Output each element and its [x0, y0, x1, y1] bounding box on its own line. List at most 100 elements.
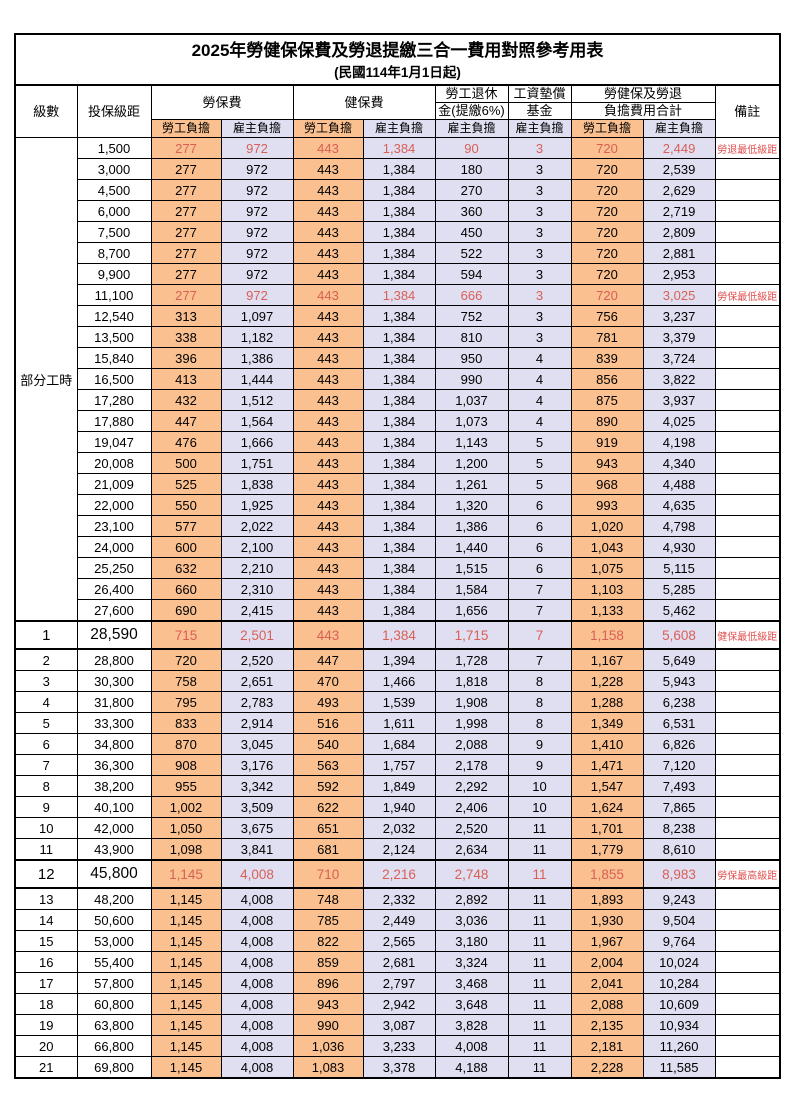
value-cell: 6 — [507, 494, 572, 517]
value-cell: 443 — [292, 263, 364, 286]
value-cell: 1,386 — [434, 515, 509, 538]
value-cell: 690 — [150, 599, 222, 622]
table-row: 2 28,800 720 2,520 447 1,394 1,728 7 1,167 5,649 — [15, 648, 780, 672]
value-cell: 277 — [150, 221, 222, 244]
value-cell: 7,865 — [642, 796, 716, 819]
value-cell: 6 — [507, 515, 572, 538]
value-cell: 8 — [507, 670, 572, 693]
col-header-pension-line2: 金(提繳6%) — [434, 102, 509, 121]
value-cell: 563 — [292, 754, 364, 777]
value-cell: 1,384 — [362, 620, 436, 651]
remark-cell — [714, 326, 780, 349]
value-cell: 720 — [570, 200, 644, 223]
value-cell: 3 — [507, 221, 572, 244]
value-cell: 1,547 — [570, 775, 644, 798]
value-cell: 758 — [150, 670, 222, 693]
remark-cell — [714, 838, 780, 861]
value-cell: 822 — [292, 930, 364, 953]
table-row: 4 31,800 795 2,783 493 1,539 1,908 8 1,288 6,238 — [15, 691, 780, 714]
value-cell: 2,135 — [570, 1014, 644, 1037]
subheader-labor-employer: 雇主負擔 — [220, 119, 294, 139]
value-cell: 277 — [150, 137, 222, 160]
col-header-total-line1: 勞健保及勞退 — [570, 85, 716, 104]
value-cell: 6,826 — [642, 733, 716, 756]
table-row: 19 63,800 1,145 4,008 990 3,087 3,828 11 2,135 10… — [15, 1014, 780, 1037]
value-cell: 870 — [150, 733, 222, 756]
value-cell: 1,701 — [570, 817, 644, 840]
value-cell: 3,648 — [434, 993, 509, 1016]
premium-table: 級數 投保級距 勞保費 健保費 勞工退休 工資墊償 勞健保及勞退 備註 金(提繳… — [15, 85, 780, 1078]
value-cell: 3,828 — [434, 1014, 509, 1037]
bracket-cell: 53,000 — [76, 930, 152, 953]
value-cell: 277 — [150, 242, 222, 265]
level-cell: 17 — [15, 972, 78, 995]
value-cell: 4,008 — [220, 859, 294, 890]
bracket-cell: 48,200 — [76, 887, 152, 911]
level-cell: 14 — [15, 909, 78, 932]
col-header-total-line2: 負擔費用合計 — [570, 102, 716, 121]
bracket-cell: 27,600 — [76, 599, 152, 622]
value-cell: 2,228 — [570, 1056, 644, 1078]
value-cell: 943 — [292, 993, 364, 1016]
value-cell: 2,520 — [220, 648, 294, 672]
value-cell: 2,088 — [570, 993, 644, 1016]
value-cell: 1,020 — [570, 515, 644, 538]
level-cell: 13 — [15, 887, 78, 911]
value-cell: 1,384 — [362, 137, 436, 160]
value-cell: 4,340 — [642, 452, 716, 475]
value-cell: 3,675 — [220, 817, 294, 840]
table-row: 17 57,800 1,145 4,008 896 2,797 3,468 11 2,041 10… — [15, 972, 780, 995]
value-cell: 443 — [292, 179, 364, 202]
subheader-labor-employee: 勞工負擔 — [150, 119, 222, 139]
value-cell: 577 — [150, 515, 222, 538]
value-cell: 3,468 — [434, 972, 509, 995]
level-cell: 15 — [15, 930, 78, 953]
remark-cell — [714, 670, 780, 693]
bracket-cell: 42,000 — [76, 817, 152, 840]
value-cell: 1,384 — [362, 263, 436, 286]
bracket-cell: 12,540 — [76, 305, 152, 328]
value-cell: 4,635 — [642, 494, 716, 517]
bracket-cell: 17,280 — [76, 389, 152, 412]
page-subtitle: (民國114年1月1日起) — [334, 64, 461, 80]
bracket-cell: 3,000 — [76, 158, 152, 181]
value-cell: 432 — [150, 389, 222, 412]
value-cell: 3 — [507, 305, 572, 328]
value-cell: 11 — [507, 817, 572, 840]
remark-cell — [714, 648, 780, 672]
table-row: 20,008 500 1,751 443 1,384 1,200 5 943 4,340 — [16, 452, 780, 475]
value-cell: 8,238 — [642, 817, 716, 840]
value-cell: 11 — [507, 993, 572, 1016]
value-cell: 660 — [150, 578, 222, 601]
value-cell: 972 — [220, 158, 294, 181]
value-cell: 4 — [507, 347, 572, 370]
level-cell: 19 — [15, 1014, 78, 1037]
value-cell: 3,233 — [362, 1035, 436, 1058]
bracket-cell: 31,800 — [76, 691, 152, 714]
value-cell: 2,022 — [220, 515, 294, 538]
bracket-cell: 33,300 — [76, 712, 152, 735]
remark-cell — [714, 179, 780, 202]
value-cell: 681 — [292, 838, 364, 861]
value-cell: 710 — [292, 859, 364, 890]
value-cell: 1,133 — [570, 599, 644, 622]
table-row: 13,500 338 1,182 443 1,384 810 3 781 3,379 — [16, 326, 780, 349]
value-cell: 476 — [150, 431, 222, 454]
value-cell: 1,349 — [570, 712, 644, 735]
value-cell: 7,120 — [642, 754, 716, 777]
value-cell: 90 — [434, 137, 509, 160]
value-cell: 2,041 — [570, 972, 644, 995]
value-cell: 1,145 — [150, 951, 222, 974]
value-cell: 5,115 — [642, 557, 716, 580]
value-cell: 1,384 — [362, 242, 436, 265]
bracket-cell: 15,840 — [76, 347, 152, 370]
remark-cell — [714, 305, 780, 328]
table-body: 部分工時 1,500 277 972 443 1,384 90 3 720 2,449 勞退最低級距… — [15, 137, 780, 1078]
value-cell: 720 — [150, 648, 222, 672]
value-cell: 3,087 — [362, 1014, 436, 1037]
value-cell: 1,384 — [362, 305, 436, 328]
value-cell: 990 — [434, 368, 509, 391]
level-cell: 12 — [15, 859, 78, 890]
remark-cell — [714, 431, 780, 454]
value-cell: 720 — [570, 158, 644, 181]
